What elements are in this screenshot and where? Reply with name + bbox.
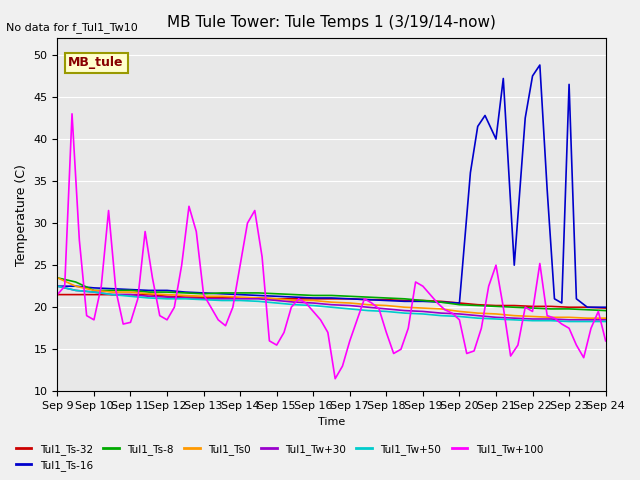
Title: MB Tule Tower: Tule Temps 1 (3/19/14-now): MB Tule Tower: Tule Temps 1 (3/19/14-now…: [167, 15, 496, 30]
Y-axis label: Temperature (C): Temperature (C): [15, 164, 28, 265]
X-axis label: Time: Time: [318, 417, 345, 427]
Legend: Tul1_Ts-32, Tul1_Ts-16, Tul1_Ts-8, Tul1_Ts0, Tul1_Tw+30, Tul1_Tw+50, Tul1_Tw+100: Tul1_Ts-32, Tul1_Ts-16, Tul1_Ts-8, Tul1_…: [12, 439, 547, 475]
Text: MB_tule: MB_tule: [68, 56, 124, 70]
Text: No data for f_Tul1_Tw10: No data for f_Tul1_Tw10: [6, 22, 138, 33]
